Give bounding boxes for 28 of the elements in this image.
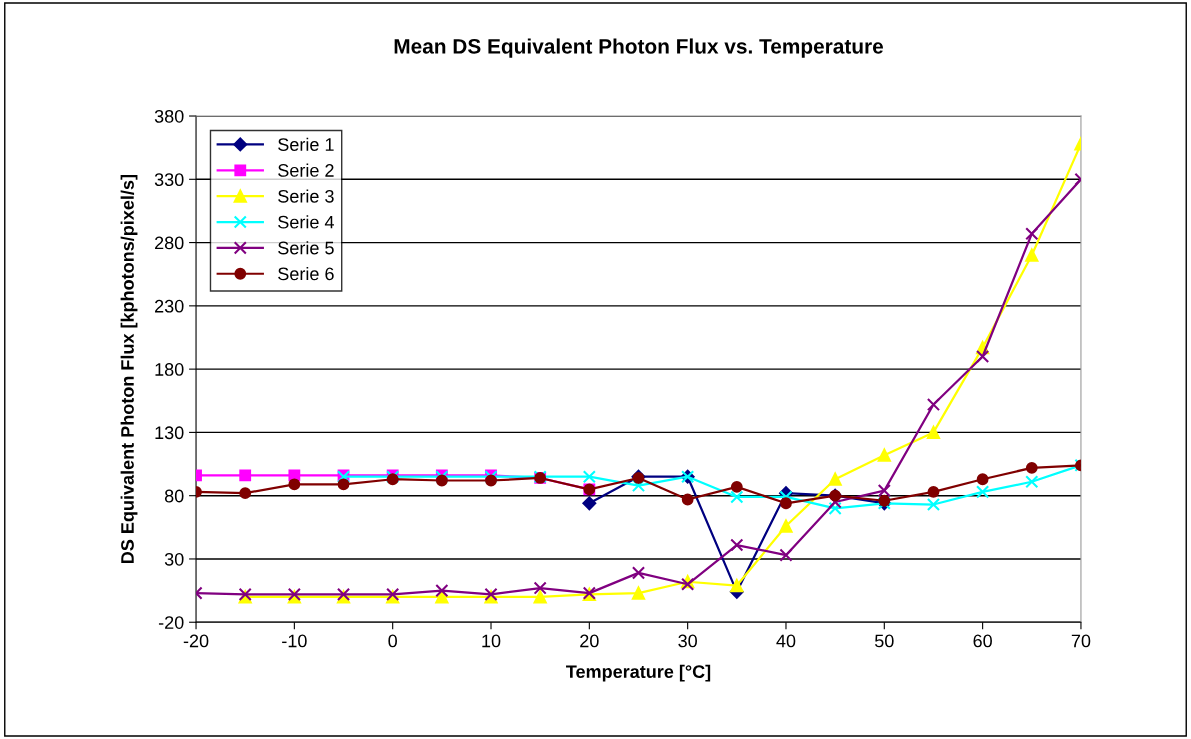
x-axis-title: Temperature [°C] xyxy=(566,664,711,682)
x-tick-label: -10 xyxy=(282,634,307,648)
legend-label: Serie 5 xyxy=(278,241,334,255)
chart-title: Mean DS Equivalent Photon Flux vs. Temperature xyxy=(394,38,884,58)
y-tick-label: 30 xyxy=(164,552,184,566)
legend-label: Serie 1 xyxy=(278,137,334,151)
x-tick-label: 60 xyxy=(973,634,992,648)
y-axis-title: DS Equivalent Photon Flux [kphotons/pixel/s] xyxy=(120,175,138,564)
y-tick-label: 130 xyxy=(155,426,184,440)
x-tick-label: 0 xyxy=(388,634,397,648)
x-tick-label: 70 xyxy=(1071,634,1091,648)
y-tick-label: 230 xyxy=(155,299,184,313)
x-tick-label: 50 xyxy=(874,634,894,648)
y-tick-label: 180 xyxy=(155,363,184,376)
y-tick-label: 380 xyxy=(154,109,184,123)
x-tick-label: -20 xyxy=(183,634,209,648)
legend-label: Serie 4 xyxy=(278,215,334,229)
y-tick-label: 280 xyxy=(155,236,184,250)
x-tick-label: 20 xyxy=(580,634,599,648)
x-tick-label: 30 xyxy=(678,634,697,648)
legend-label: Serie 3 xyxy=(278,189,334,203)
y-tick-label: -20 xyxy=(158,616,184,629)
legend-label: Serie 2 xyxy=(278,163,334,177)
y-tick-label: 80 xyxy=(164,489,184,503)
legend-label: Serie 6 xyxy=(278,266,334,281)
x-tick-label: 40 xyxy=(776,634,796,648)
x-tick-label: 10 xyxy=(482,634,501,648)
y-tick-label: 330 xyxy=(154,173,184,187)
